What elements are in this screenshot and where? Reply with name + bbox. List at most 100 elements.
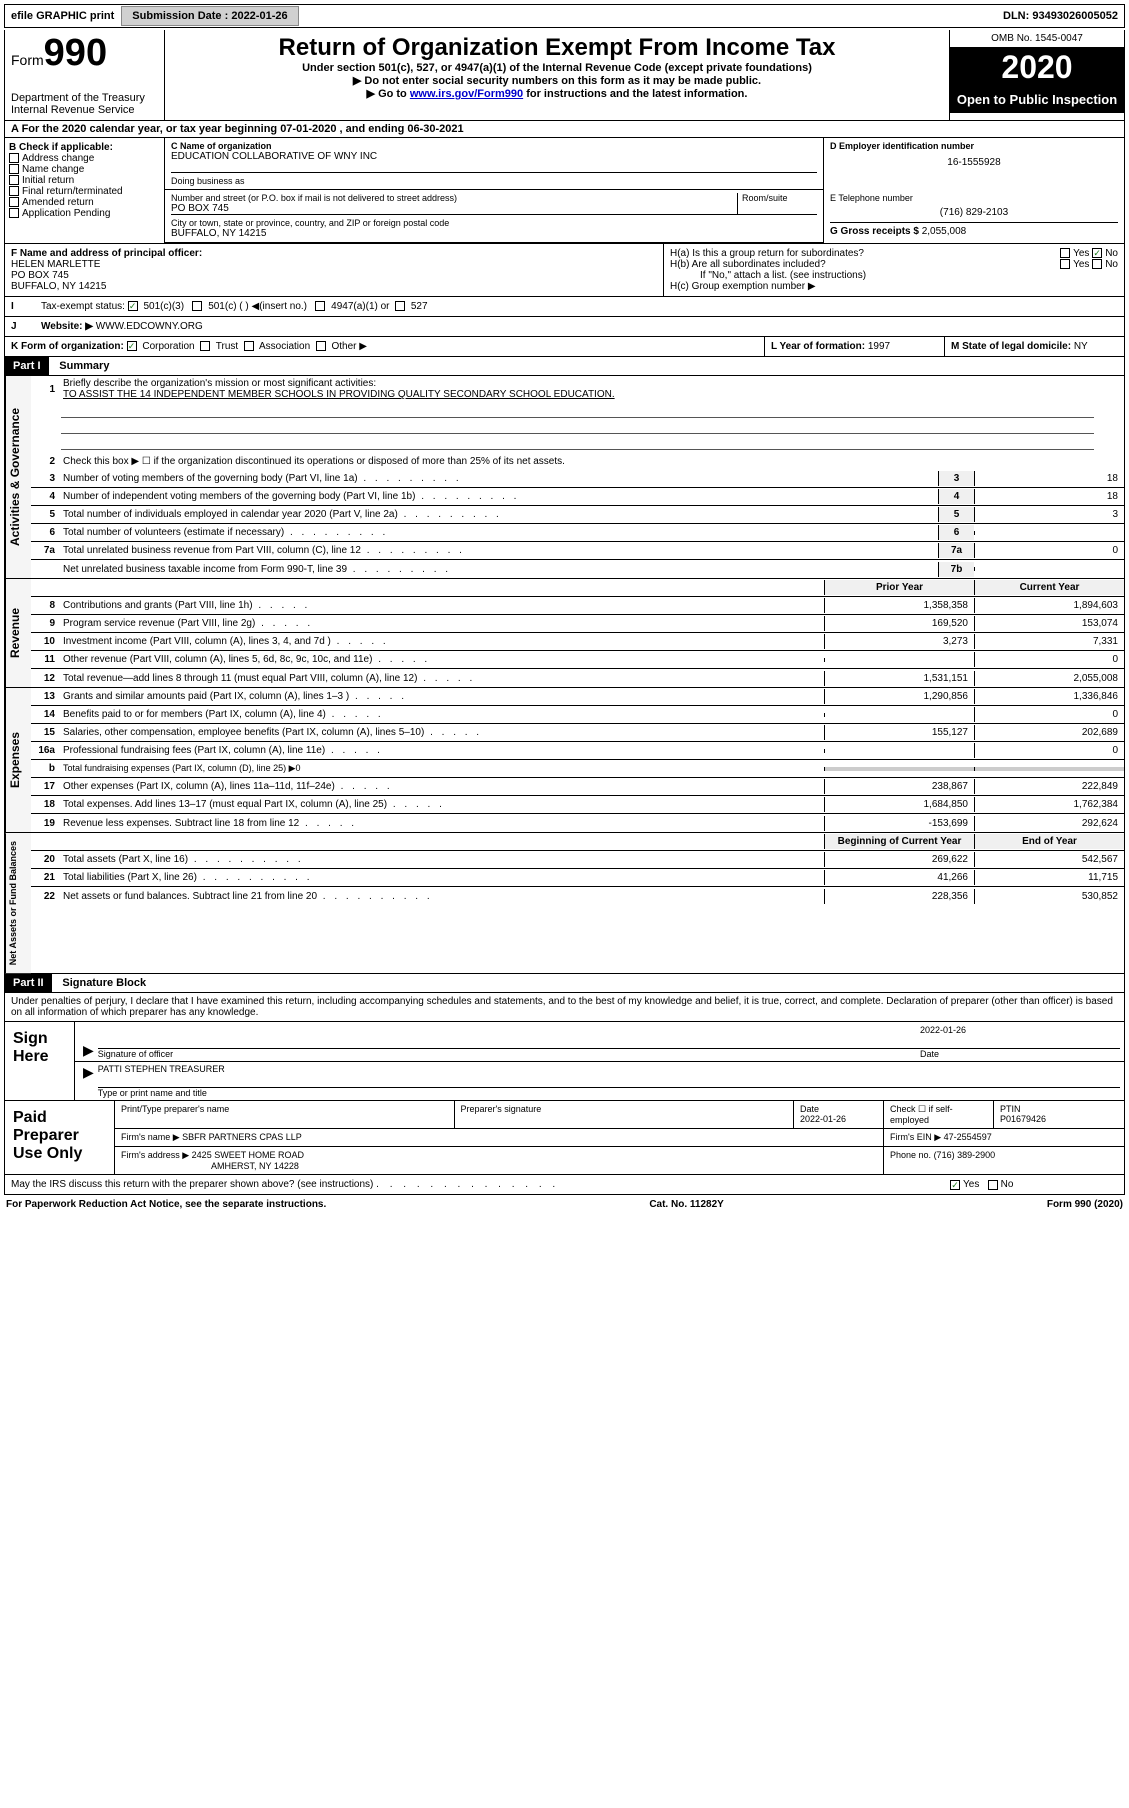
firm-addr2: AMHERST, NY 14228 xyxy=(121,1161,299,1171)
line-5: 5Total number of individuals employed in… xyxy=(31,506,1124,524)
ha-yes[interactable] xyxy=(1060,248,1070,258)
sign-here-label: Sign Here xyxy=(5,1022,75,1100)
arrow-icon: ▶ xyxy=(79,1064,98,1098)
line-8: 8Contributions and grants (Part VIII, li… xyxy=(31,597,1124,615)
dln: DLN: 93493026005052 xyxy=(997,10,1124,22)
website: WWW.EDCOWNY.ORG xyxy=(96,321,203,332)
check-trust[interactable] xyxy=(200,341,210,351)
part1-expenses: Expenses 13Grants and similar amounts pa… xyxy=(4,688,1125,833)
hb-label: H(b) Are all subordinates included? xyxy=(670,259,826,270)
line-20: 20Total assets (Part X, line 16) . . . .… xyxy=(31,851,1124,869)
part1-governance: Activities & Governance 1 Briefly descri… xyxy=(4,376,1125,579)
vert-governance: Activities & Governance xyxy=(5,376,31,578)
ha-no[interactable]: ✓ xyxy=(1092,248,1102,258)
dba-label: Doing business as xyxy=(171,172,817,186)
hb-yes[interactable] xyxy=(1060,259,1070,269)
line-4: 4Number of independent voting members of… xyxy=(31,488,1124,506)
ptin: P01679426 xyxy=(1000,1114,1046,1124)
line-6: 6Total number of volunteers (estimate if… xyxy=(31,524,1124,542)
submission-date-button[interactable]: Submission Date : 2022-01-26 xyxy=(121,6,298,26)
line-19: 19Revenue less expenses. Subtract line 1… xyxy=(31,814,1124,832)
arrow-icon: ▶ xyxy=(79,1042,98,1059)
part1-title: Summary xyxy=(51,357,117,375)
addr-label: Number and street (or P.O. box if mail i… xyxy=(171,193,737,203)
sign-here-block: Sign Here ▶ Signature of officer 2022-01… xyxy=(4,1022,1125,1101)
row-a-tax-year: A For the 2020 calendar year, or tax yea… xyxy=(4,121,1125,138)
officer-label: F Name and address of principal officer: xyxy=(11,248,657,259)
part1-tag: Part I xyxy=(5,357,49,375)
line-11: 11Other revenue (Part VIII, column (A), … xyxy=(31,651,1124,669)
gross: 2,055,008 xyxy=(922,226,967,237)
officer-addr2: BUFFALO, NY 14215 xyxy=(11,281,657,292)
col-b-checkboxes: B Check if applicable: Address change Na… xyxy=(5,138,165,243)
paid-preparer-label: Paid Preparer Use Only xyxy=(5,1101,115,1174)
line-7a: 7aTotal unrelated business revenue from … xyxy=(31,542,1124,560)
footer-mid: Cat. No. 11282Y xyxy=(649,1199,723,1210)
form-title: Return of Organization Exempt From Incom… xyxy=(171,34,943,62)
city-label: City or town, state or province, country… xyxy=(171,214,817,228)
check-pending[interactable] xyxy=(9,208,19,218)
addr: PO BOX 745 xyxy=(171,203,737,214)
vert-revenue: Revenue xyxy=(5,579,31,687)
line-3: 3Number of voting members of the governi… xyxy=(31,470,1124,488)
hb-note: If "No," attach a list. (see instruction… xyxy=(670,270,1118,281)
line-17: 17Other expenses (Part IX, column (A), l… xyxy=(31,778,1124,796)
officer-addr1: PO BOX 745 xyxy=(11,270,657,281)
dept-irs: Internal Revenue Service xyxy=(11,104,158,116)
row-i-tax-status: I Tax-exempt status: ✓ 501(c)(3) 501(c) … xyxy=(4,297,1125,317)
line-10: 10Investment income (Part VIII, column (… xyxy=(31,633,1124,651)
firm-name: SBFR PARTNERS CPAS LLP xyxy=(182,1132,302,1142)
check-501c3[interactable]: ✓ xyxy=(128,301,138,311)
check-initial[interactable] xyxy=(9,175,19,185)
line-16a: 16aProfessional fundraising fees (Part I… xyxy=(31,742,1124,760)
form-number: 990 xyxy=(44,34,107,72)
sub3: ▶ Go to www.irs.gov/Form990 for instruct… xyxy=(171,87,943,100)
row-j-website: J Website: ▶ WWW.EDCOWNY.ORG xyxy=(4,317,1125,337)
phone: (716) 829-2103 xyxy=(830,203,1118,222)
check-4947[interactable] xyxy=(315,301,325,311)
form-word: Form xyxy=(11,52,44,68)
line-7b: Net unrelated business taxable income fr… xyxy=(31,560,1124,578)
line-13: 13Grants and similar amounts paid (Part … xyxy=(31,688,1124,706)
check-address[interactable] xyxy=(9,153,19,163)
part1-revenue: Revenue Prior Year Current Year 8Contrib… xyxy=(4,579,1125,688)
line-b: bTotal fundraising expenses (Part IX, co… xyxy=(31,760,1124,778)
row-f-h: F Name and address of principal officer:… xyxy=(4,244,1125,297)
gross-label: G Gross receipts $ xyxy=(830,226,919,237)
paid-preparer-block: Paid Preparer Use Only Print/Type prepar… xyxy=(4,1101,1125,1175)
domicile: NY xyxy=(1074,341,1088,352)
discuss-no[interactable] xyxy=(988,1180,998,1190)
check-527[interactable] xyxy=(395,301,405,311)
line-12: 12Total revenue—add lines 8 through 11 (… xyxy=(31,669,1124,687)
sub1: Under section 501(c), 527, or 4947(a)(1)… xyxy=(171,62,943,74)
sub2: ▶ Do not enter social security numbers o… xyxy=(171,74,943,87)
vert-netassets: Net Assets or Fund Balances xyxy=(5,833,31,973)
part2-tag: Part II xyxy=(5,974,52,992)
check-final[interactable] xyxy=(9,186,19,196)
officer-printed: PATTI STEPHEN TREASURER xyxy=(98,1064,1120,1074)
footer-right: Form 990 (2020) xyxy=(1047,1199,1123,1210)
efile-label: efile GRAPHIC print xyxy=(5,10,120,22)
ein-label: D Employer identification number xyxy=(830,141,1118,151)
form-header: Form 990 Department of the Treasury Inte… xyxy=(4,30,1125,121)
irs-link[interactable]: www.irs.gov/Form990 xyxy=(410,88,523,100)
firm-addr1: 2425 SWEET HOME ROAD xyxy=(192,1150,304,1160)
check-corp[interactable]: ✓ xyxy=(127,341,137,351)
line-9: 9Program service revenue (Part VIII, lin… xyxy=(31,615,1124,633)
org-name-label: C Name of organization xyxy=(171,141,817,151)
firm-ein: 47-2554597 xyxy=(944,1132,992,1142)
hb-no[interactable] xyxy=(1092,259,1102,269)
check-other[interactable] xyxy=(316,341,326,351)
check-name[interactable] xyxy=(9,164,19,174)
sign-date: 2022-01-26 xyxy=(920,1025,1120,1035)
dept-treasury: Department of the Treasury xyxy=(11,92,158,104)
discuss-yes[interactable]: ✓ xyxy=(950,1180,960,1190)
check-amended[interactable] xyxy=(9,197,19,207)
check-501c[interactable] xyxy=(192,301,202,311)
prep-date: 2022-01-26 xyxy=(800,1114,846,1124)
org-name: EDUCATION COLLABORATIVE OF WNY INC xyxy=(171,151,817,162)
officer-name: HELEN MARLETTE xyxy=(11,259,657,270)
hc-label: H(c) Group exemption number ▶ xyxy=(670,281,1118,292)
vert-expenses: Expenses xyxy=(5,688,31,832)
check-assoc[interactable] xyxy=(244,341,254,351)
